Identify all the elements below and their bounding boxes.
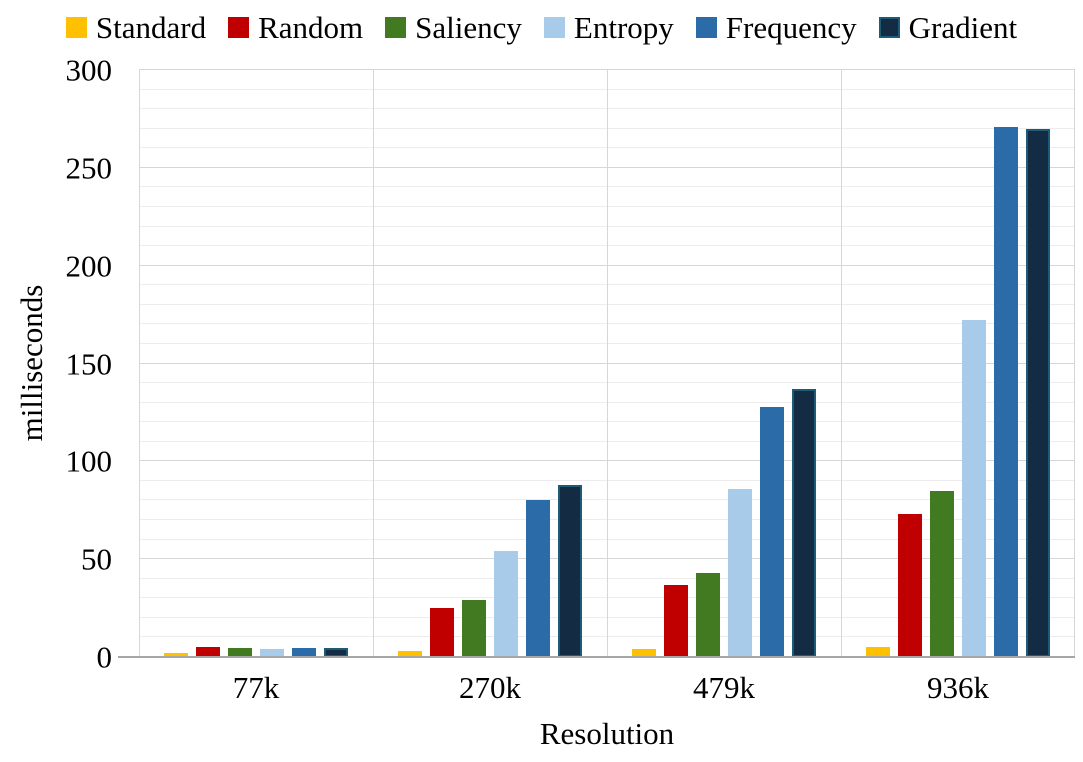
bar-standard-77k [164,653,188,657]
bar-gradient-270k [558,484,582,657]
category-separator-line [607,70,608,657]
y-tick-label-300: 300 [65,52,113,88]
legend-item-standard: Standard [65,9,207,45]
major-gridline [139,69,1075,70]
legend-swatch-icon [228,16,250,38]
bar-group-270k [373,70,607,657]
category-separator-line [139,70,140,657]
y-tick-label-150: 150 [65,346,113,381]
category-separator-line [841,70,842,657]
bar-saliency-936k [930,490,954,657]
bar-entropy-936k [962,320,986,657]
legend-swatch-icon [385,16,407,38]
legend-swatch-icon [543,16,565,38]
legend-swatch-icon [695,16,717,38]
legend-label: Frequency [725,9,857,45]
x-axis-title: Resolution [539,716,675,751]
y-tick-label-100: 100 [65,443,113,479]
category-separator-line [373,70,374,657]
bar-standard-479k [632,649,656,657]
bar-saliency-270k [462,600,486,657]
bar-random-270k [430,608,454,657]
legend-label: Saliency [415,9,522,45]
bar-frequency-270k [526,500,550,657]
legend-label: Standard [95,9,207,45]
x-axis-line [118,656,1075,658]
legend-swatch-icon [65,16,87,38]
y-tick-label-0: 0 [96,639,113,675]
x-tick-label-479k: 479k [693,670,755,705]
bar-standard-936k [866,647,890,657]
x-tick-label-936k: 936k [927,670,989,705]
legend-label: Gradient [908,9,1018,45]
bar-gradient-936k [1026,128,1050,657]
bar-gradient-479k [792,388,816,657]
legend: Standard Random Saliency Entropy Frequency Gr… [0,6,1083,48]
bar-group-936k [841,70,1075,657]
bar-random-479k [664,584,688,657]
bar-group-77k [139,70,373,657]
bar-frequency-936k [994,126,1018,657]
bar-frequency-77k [292,648,316,657]
bar-standard-270k [398,651,422,657]
bar-entropy-479k [728,488,752,657]
bar-saliency-77k [228,648,252,657]
bar-entropy-270k [494,551,518,657]
legend-item-frequency: Frequency [695,9,857,45]
x-tick-label-77k: 77k [232,670,280,705]
bar-frequency-479k [760,406,784,657]
bar-random-936k [898,514,922,657]
bar-group-479k [607,70,841,657]
bar-entropy-77k [260,649,284,657]
y-tick-label-50: 50 [81,541,112,577]
legend-label: Entropy [573,9,674,45]
bar-saliency-479k [696,572,720,657]
y-tick-label-200: 200 [65,248,113,284]
plot-area [118,69,1075,658]
legend-item-random: Random [228,12,363,43]
y-tick-label-250: 250 [65,150,113,186]
legend-label: Random [258,9,364,45]
category-separator-line [1074,70,1075,657]
x-tick-label-270k: 270k [459,670,521,705]
bar-random-77k [196,647,220,657]
legend-item-saliency: Saliency [385,12,522,43]
legend-item-entropy: Entropy [543,9,674,45]
legend-item-gradient: Gradient [878,9,1018,45]
legend-swatch-icon [878,16,900,38]
